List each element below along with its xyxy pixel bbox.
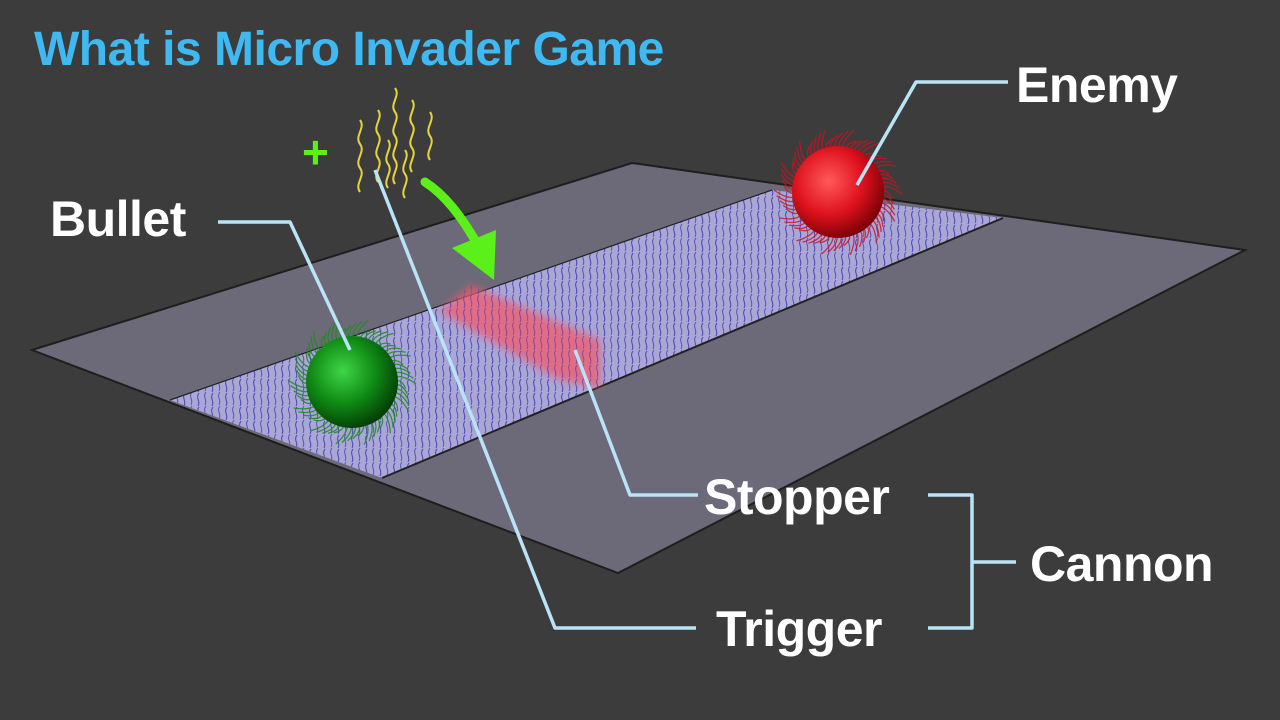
bullet-leader-line bbox=[218, 220, 352, 351]
trigger-strands-icon bbox=[357, 87, 433, 199]
bullet-label: Bullet bbox=[50, 191, 186, 247]
page-title: What is Micro Invader Game bbox=[34, 23, 664, 76]
enemy-label: Enemy bbox=[1016, 57, 1178, 113]
cannon-bracket bbox=[928, 493, 974, 630]
stopper-leader-line bbox=[573, 349, 698, 497]
cannon-label: Cannon bbox=[1030, 536, 1214, 592]
bullet-icon bbox=[287, 318, 417, 446]
trigger-leader-line bbox=[373, 169, 696, 630]
leader-lines bbox=[218, 80, 1016, 630]
arrow-down-icon bbox=[420, 177, 496, 280]
stopper-label: Stopper bbox=[704, 469, 890, 525]
enemy-leader-line bbox=[855, 80, 1008, 186]
plus-sign: + bbox=[302, 126, 329, 178]
trigger-label: Trigger bbox=[716, 601, 882, 657]
enemy-icon bbox=[773, 128, 903, 256]
stopper-region bbox=[440, 285, 600, 388]
